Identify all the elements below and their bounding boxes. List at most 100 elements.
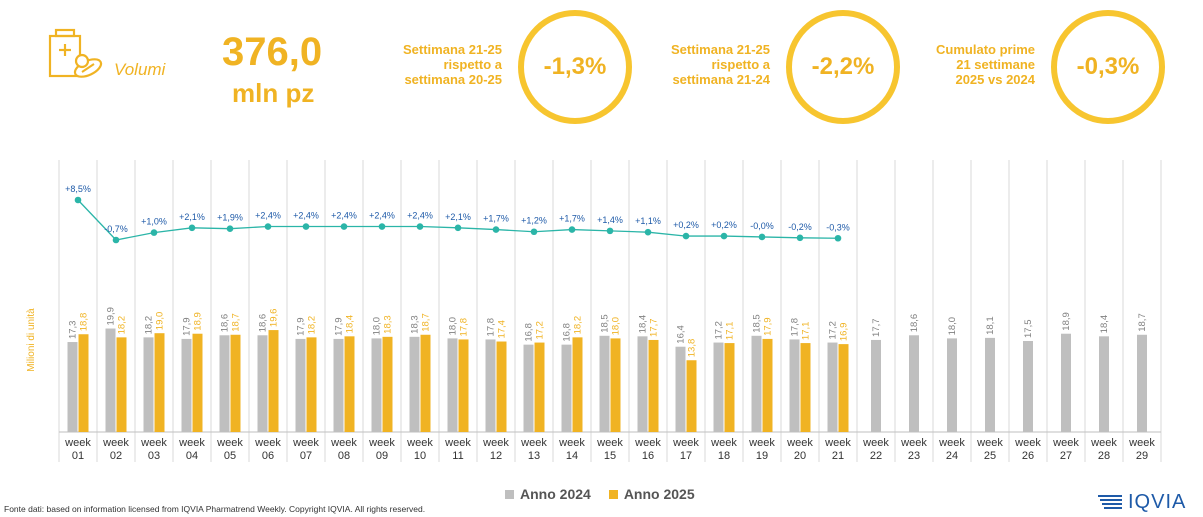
growth-point-7: [302, 223, 310, 230]
bar-label-2024-29: 18,7: [1137, 313, 1148, 332]
growth-label-10: +2,4%: [407, 211, 433, 221]
growth-label-12: +1,7%: [483, 214, 509, 224]
legend-item-2024: Anno 2024: [505, 486, 591, 502]
x-tick-label-number-18: 18: [718, 450, 730, 462]
bar-label-2025-11: 17,8: [459, 318, 470, 337]
bar-label-2024-7: 17,9: [296, 317, 307, 336]
growth-label-5: +1,9%: [217, 213, 243, 223]
bar-2025-20: [800, 343, 811, 432]
growth-point-14: [568, 226, 576, 233]
x-tick-label-number-15: 15: [604, 450, 616, 462]
bar-2024-4: [181, 338, 192, 432]
x-tick-label-number-29: 29: [1136, 450, 1148, 462]
x-tick-label-number-9: 09: [376, 450, 388, 462]
x-tick-label-number-19: 19: [756, 450, 768, 462]
bar-2024-17: [675, 346, 686, 432]
metric-label: Volumi: [114, 60, 166, 79]
iqvia-logo: IQVIA: [1098, 490, 1198, 514]
bar-2024-6: [257, 335, 268, 432]
x-tick-label-word-15: week: [596, 437, 623, 449]
x-tick-label-number-17: 17: [680, 450, 692, 462]
x-tick-label-number-13: 13: [528, 450, 540, 462]
x-tick-label-number-11: 11: [452, 450, 463, 462]
x-tick-label-word-9: week: [368, 437, 395, 449]
bar-2024-13: [523, 344, 534, 432]
growth-point-11: [454, 224, 462, 232]
bar-label-2024-9: 18,0: [372, 317, 383, 336]
bar-label-2024-26: 17,5: [1023, 320, 1034, 339]
kpi-1-description: Settimana 21-25 rispetto a settimana 20-…: [403, 42, 502, 87]
x-tick-label-word-29: week: [1128, 437, 1155, 449]
x-tick-label-number-12: 12: [490, 450, 502, 462]
legend-swatch-2024: [505, 489, 514, 499]
total-value: 376,0: [222, 30, 323, 74]
x-tick-label-word-22: week: [862, 437, 889, 449]
x-tick-label-number-6: 06: [262, 450, 274, 462]
growth-label-4: +2,1%: [179, 212, 205, 222]
x-tick-label-word-24: week: [938, 437, 965, 449]
growth-label-18: +0,2%: [711, 220, 737, 230]
y-axis-label: Milioni di unità: [26, 308, 37, 372]
bar-2024-12: [485, 339, 496, 432]
x-tick-label-word-13: week: [520, 437, 547, 449]
x-tick-label-word-5: week: [216, 437, 243, 449]
growth-label-2: -0,7%: [104, 224, 128, 234]
bar-label-2024-27: 18,9: [1061, 312, 1072, 331]
bar-label-2024-8: 17,9: [334, 317, 345, 336]
bar-label-2024-12: 17,8: [486, 318, 497, 337]
bar-2024-26: [1023, 341, 1033, 432]
bar-2024-25: [985, 337, 995, 432]
bar-label-2024-23: 18,6: [909, 314, 920, 333]
growth-label-16: +1,1%: [635, 216, 661, 226]
bar-label-2025-14: 18,2: [573, 316, 584, 335]
x-tick-label-word-28: week: [1090, 437, 1117, 449]
bar-label-2025-4: 18,9: [193, 312, 204, 331]
bar-label-2024-13: 16,8: [524, 323, 535, 342]
bar-2024-21: [827, 342, 838, 432]
bar-2025-7: [306, 337, 317, 432]
growth-label-19: -0,0%: [750, 221, 774, 231]
x-tick-label-word-3: week: [140, 437, 167, 449]
bar-label-2024-6: 18,6: [258, 314, 269, 333]
x-tick-label-word-10: week: [406, 437, 433, 449]
x-tick-label-word-20: week: [786, 437, 813, 449]
x-tick-label-number-26: 26: [1022, 450, 1034, 462]
x-tick-label-word-19: week: [748, 437, 775, 449]
bar-2024-19: [751, 335, 762, 432]
x-tick-label-number-1: 01: [72, 450, 84, 462]
x-tick-label-word-14: week: [558, 437, 585, 449]
kpi-2-value: -2,2%: [786, 10, 900, 124]
bar-2024-27: [1061, 333, 1071, 432]
bar-2025-18: [724, 343, 735, 432]
bar-2024-23: [909, 335, 919, 432]
x-tick-label-word-6: week: [254, 437, 281, 449]
bar-label-2024-3: 18,2: [144, 316, 155, 335]
growth-point-18: [720, 232, 728, 240]
x-tick-label-number-4: 04: [186, 450, 198, 462]
bar-label-2025-21: 16,9: [839, 323, 850, 342]
growth-point-20: [796, 234, 804, 242]
bar-2024-11: [447, 338, 458, 432]
growth-point-2: [112, 236, 120, 244]
bar-2024-29: [1137, 334, 1147, 432]
bar-label-2024-20: 17,8: [790, 318, 801, 337]
bar-label-2025-15: 18,0: [611, 317, 622, 336]
bar-2024-15: [599, 335, 610, 432]
bar-label-2024-17: 16,4: [676, 325, 687, 344]
x-tick-label-word-7: week: [292, 437, 319, 449]
bar-label-2025-5: 18,7: [231, 313, 242, 332]
bar-2024-7: [295, 338, 306, 432]
bar-label-2024-14: 16,8: [562, 323, 573, 342]
growth-point-21: [834, 234, 842, 242]
bar-label-2024-18: 17,2: [714, 321, 725, 340]
kpi-1-value: -1,3%: [518, 10, 632, 124]
bar-label-2024-21: 17,2: [828, 321, 839, 340]
growth-label-15: +1,4%: [597, 215, 623, 225]
bar-2025-9: [382, 336, 393, 432]
bar-label-2025-16: 17,7: [649, 318, 660, 337]
x-tick-label-word-17: week: [672, 437, 699, 449]
bar-label-2024-4: 17,9: [182, 317, 193, 336]
x-tick-label-number-21: 21: [832, 450, 844, 462]
x-tick-label-number-27: 27: [1060, 450, 1072, 462]
